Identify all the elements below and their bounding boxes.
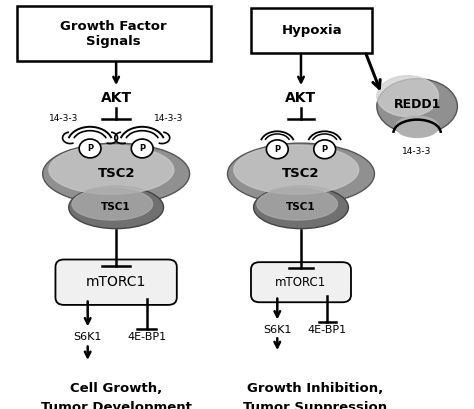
Text: Tumor Development: Tumor Development (41, 401, 191, 409)
Ellipse shape (72, 188, 153, 220)
Circle shape (131, 139, 153, 158)
Text: REDD1: REDD1 (393, 98, 441, 111)
Text: 4E-BP1: 4E-BP1 (128, 332, 166, 342)
FancyBboxPatch shape (251, 8, 372, 53)
Circle shape (314, 140, 336, 159)
Text: AKT: AKT (100, 91, 132, 105)
Ellipse shape (234, 145, 359, 194)
Text: TSC2: TSC2 (97, 167, 135, 180)
FancyBboxPatch shape (55, 260, 177, 305)
Text: AKT: AKT (285, 91, 317, 105)
Text: Cell Growth,: Cell Growth, (70, 382, 162, 396)
Text: TSC1: TSC1 (101, 202, 131, 212)
Circle shape (266, 140, 288, 159)
Ellipse shape (43, 143, 190, 204)
Text: 4E-BP1: 4E-BP1 (308, 325, 346, 335)
Text: Tumor Suppression: Tumor Suppression (243, 401, 387, 409)
Text: P: P (139, 144, 145, 153)
Ellipse shape (228, 143, 374, 204)
Text: S6K1: S6K1 (263, 325, 292, 335)
Text: P: P (274, 145, 280, 154)
Text: Growth Factor
Signals: Growth Factor Signals (61, 20, 167, 48)
Ellipse shape (377, 79, 457, 134)
Ellipse shape (69, 186, 164, 229)
Text: S6K1: S6K1 (73, 332, 102, 342)
Circle shape (79, 139, 101, 158)
Text: Hypoxia: Hypoxia (282, 24, 342, 37)
Text: Growth Inhibition,: Growth Inhibition, (247, 382, 383, 396)
Text: P: P (87, 144, 93, 153)
Text: TSC2: TSC2 (282, 167, 320, 180)
Text: mTORC1: mTORC1 (275, 276, 327, 289)
Text: mTORC1: mTORC1 (86, 275, 146, 289)
Ellipse shape (396, 116, 438, 137)
Ellipse shape (254, 186, 348, 229)
Text: 14-3-3: 14-3-3 (49, 114, 79, 123)
Text: P: P (322, 145, 328, 154)
Ellipse shape (377, 76, 438, 117)
Ellipse shape (49, 145, 174, 194)
FancyBboxPatch shape (251, 262, 351, 302)
FancyBboxPatch shape (17, 6, 211, 61)
Ellipse shape (257, 188, 337, 220)
Text: TSC1: TSC1 (286, 202, 316, 212)
Text: 14-3-3: 14-3-3 (402, 147, 432, 156)
Text: 14-3-3: 14-3-3 (154, 114, 183, 123)
